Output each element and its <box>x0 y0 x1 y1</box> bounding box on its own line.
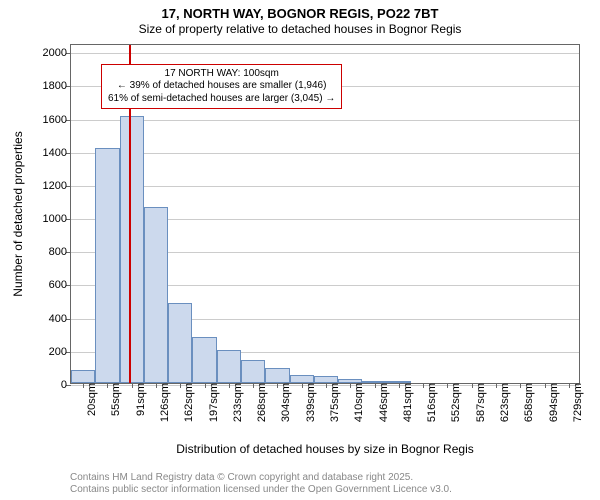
x-tick-label: 552sqm <box>447 383 462 422</box>
histogram-bar <box>120 116 144 383</box>
plot-area: 020040060080010001200140016001800200020s… <box>70 44 580 384</box>
histogram-bar <box>144 207 168 383</box>
x-tick-label: 304sqm <box>277 383 292 422</box>
gridline <box>71 153 579 154</box>
y-tick-label: 1600 <box>43 114 71 126</box>
histogram-bar <box>192 337 216 383</box>
histogram-bar <box>95 148 119 384</box>
y-tick-label: 600 <box>49 279 71 291</box>
histogram-bar <box>265 368 289 383</box>
x-tick-label: 20sqm <box>83 383 98 416</box>
y-tick-label: 1200 <box>43 180 71 192</box>
annotation-line: 17 NORTH WAY: 100sqm <box>108 68 335 81</box>
y-tick-label: 1000 <box>43 213 71 225</box>
footer-line2: Contains public sector information licen… <box>70 484 452 496</box>
histogram-bar <box>217 350 241 383</box>
y-axis-label: Number of detached properties <box>11 131 25 296</box>
histogram-bar <box>241 360 265 383</box>
chart-container: 17, NORTH WAY, BOGNOR REGIS, PO22 7BT Si… <box>0 0 600 500</box>
y-tick-label: 2000 <box>43 47 71 59</box>
x-tick-label: 339sqm <box>302 383 317 422</box>
x-tick-label: 623sqm <box>496 383 511 422</box>
y-tick-label: 400 <box>49 313 71 325</box>
x-tick-label: 446sqm <box>375 383 390 422</box>
x-tick-label: 658sqm <box>520 383 535 422</box>
y-tick-label: 800 <box>49 246 71 258</box>
x-tick-label: 410sqm <box>350 383 365 422</box>
annotation-line: ← 39% of detached houses are smaller (1,… <box>108 80 335 93</box>
x-tick-label: 126sqm <box>156 383 171 422</box>
x-tick-label: 162sqm <box>180 383 195 422</box>
x-tick-label: 91sqm <box>132 383 147 416</box>
footer-line1: Contains HM Land Registry data © Crown c… <box>70 472 452 484</box>
histogram-bar <box>71 370 95 383</box>
title-block: 17, NORTH WAY, BOGNOR REGIS, PO22 7BT Si… <box>0 0 600 36</box>
x-tick-label: 55sqm <box>107 383 122 416</box>
gridline <box>71 53 579 54</box>
x-tick-label: 694sqm <box>545 383 560 422</box>
chart-title: 17, NORTH WAY, BOGNOR REGIS, PO22 7BT <box>0 6 600 21</box>
histogram-bar <box>290 375 314 383</box>
y-tick-label: 1400 <box>43 147 71 159</box>
x-tick-label: 375sqm <box>326 383 341 422</box>
x-tick-label: 268sqm <box>253 383 268 422</box>
y-tick-label: 1800 <box>43 80 71 92</box>
histogram-bar <box>314 376 338 383</box>
histogram-bar <box>168 303 192 383</box>
annotation-line: 61% of semi-detached houses are larger (… <box>108 93 335 106</box>
footer: Contains HM Land Registry data © Crown c… <box>70 472 452 496</box>
gridline <box>71 120 579 121</box>
gridline <box>71 186 579 187</box>
x-tick-label: 481sqm <box>399 383 414 422</box>
y-tick-label: 200 <box>49 346 71 358</box>
chart-subtitle: Size of property relative to detached ho… <box>0 22 600 36</box>
x-axis-label: Distribution of detached houses by size … <box>70 442 580 456</box>
x-tick-label: 729sqm <box>569 383 584 422</box>
x-tick-label: 233sqm <box>229 383 244 422</box>
y-tick-label: 0 <box>61 379 71 391</box>
x-tick-label: 587sqm <box>472 383 487 422</box>
x-tick-label: 197sqm <box>205 383 220 422</box>
x-tick-label: 516sqm <box>423 383 438 422</box>
annotation-box: 17 NORTH WAY: 100sqm← 39% of detached ho… <box>101 64 342 110</box>
